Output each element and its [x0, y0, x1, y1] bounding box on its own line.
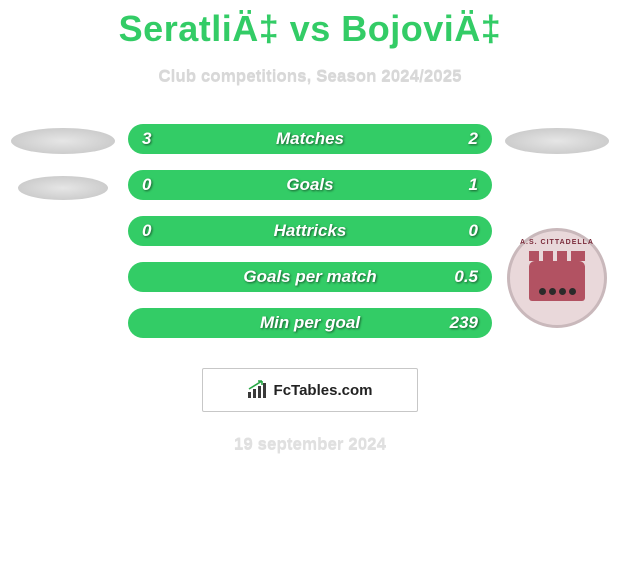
stat-bar: Goals per match 0.5 [128, 262, 492, 292]
stat-label: Goals [286, 175, 333, 195]
stat-right-value: 0.5 [454, 267, 478, 287]
brand-badge[interactable]: FcTables.com [202, 368, 418, 412]
stat-right-value: 1 [469, 175, 478, 195]
left-team-column [8, 124, 118, 200]
team-badge-placeholder-icon [11, 128, 115, 154]
stat-label: Min per goal [260, 313, 360, 333]
right-team-column: A.S. CITTADELLA [502, 124, 612, 328]
stat-right-value: 239 [450, 313, 478, 333]
stat-label: Matches [276, 129, 344, 149]
stat-left-value: 0 [142, 175, 151, 195]
content-row: 3 Matches 2 0 Goals 1 0 Hattricks 0 Goal… [0, 124, 620, 338]
team-badge-placeholder-icon [18, 176, 108, 200]
brand-name: FcTables.com [274, 382, 373, 399]
subtitle: Club competitions, Season 2024/2025 [0, 66, 620, 86]
date-label: 19 september 2024 [0, 434, 620, 454]
bar-chart-icon [248, 382, 268, 398]
stat-right-value: 2 [469, 129, 478, 149]
stat-label: Goals per match [243, 267, 376, 287]
stat-bar: Min per goal 239 [128, 308, 492, 338]
stat-bar: 3 Matches 2 [128, 124, 492, 154]
stat-bar: 0 Goals 1 [128, 170, 492, 200]
stat-bar: 0 Hattricks 0 [128, 216, 492, 246]
crest-text: A.S. CITTADELLA [510, 239, 604, 246]
stat-left-value: 3 [142, 129, 151, 149]
team-crest-icon: A.S. CITTADELLA [507, 228, 607, 328]
stat-right-value: 0 [469, 221, 478, 241]
stat-left-value: 0 [142, 221, 151, 241]
castle-icon [529, 261, 585, 301]
stat-label: Hattricks [274, 221, 347, 241]
team-badge-placeholder-icon [505, 128, 609, 154]
stats-bars: 3 Matches 2 0 Goals 1 0 Hattricks 0 Goal… [118, 124, 502, 338]
page-title: SeratliÄ‡ vs BojoviÄ‡ [0, 0, 620, 50]
